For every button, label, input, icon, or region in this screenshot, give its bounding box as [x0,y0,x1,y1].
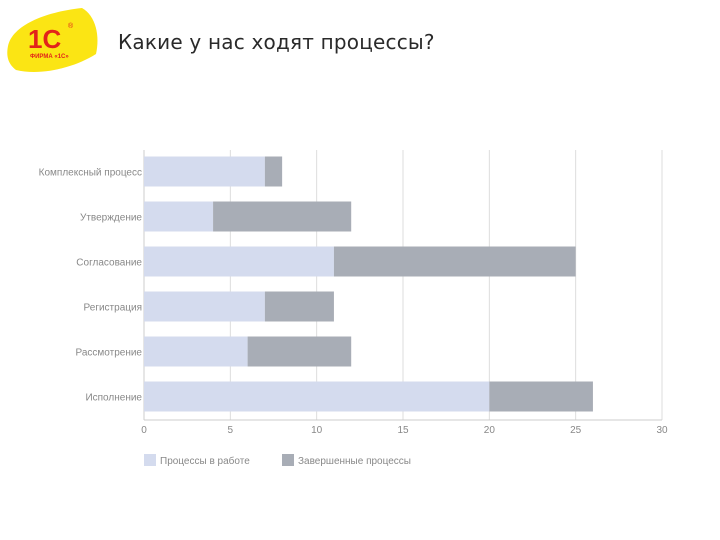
legend-swatch [282,454,294,466]
x-axis-tick-labels: 0 5 10 15 20 25 30 [141,425,668,436]
grid-lines [143,150,663,421]
bar-in-progress [144,381,490,412]
legend-label: Завершенные процессы [298,456,411,467]
bar-in-progress [144,291,265,322]
bar-completed [264,291,334,322]
category-label: Рассмотрение [76,348,143,359]
legend-swatch [144,454,156,466]
bar-completed [333,246,576,277]
category-label: Утверждение [80,213,142,224]
category-label: Регистрация [84,303,142,314]
bar-in-progress [144,336,248,367]
category-label: Исполнение [85,393,142,404]
x-tick-label: 15 [397,425,409,436]
bar-in-progress [144,201,214,232]
bar-completed [489,381,593,412]
bar-in-progress [144,246,334,277]
x-tick-label: 20 [484,425,496,436]
category-labels: Комплексный процесс Утверждение Согласован… [39,168,143,404]
category-label: Согласование [76,258,142,269]
x-tick-label: 30 [656,425,668,436]
x-tick-label: 25 [570,425,582,436]
bar-completed [213,201,352,232]
x-tick-label: 5 [228,425,234,436]
bars [144,156,593,412]
bar-in-progress [144,156,265,187]
bar-completed [264,156,283,187]
logo-background-shape [7,8,98,73]
legend-label: Процессы в работе [160,455,250,467]
logo-text: 1С [28,24,61,54]
company-logo: 1С ® ФИРМА «1С» [7,8,98,73]
logo-registered-mark: ® [68,22,74,30]
bar-completed [247,336,352,367]
logo-subtext: ФИРМА «1С» [30,54,69,60]
page-title: Какие у нас ходят процессы? [118,30,435,54]
x-tick-label: 10 [311,425,323,436]
x-tick-label: 0 [141,425,147,436]
category-label: Комплексный процесс [39,168,142,179]
legend: Процессы в работе Завершенные процессы [144,454,411,467]
